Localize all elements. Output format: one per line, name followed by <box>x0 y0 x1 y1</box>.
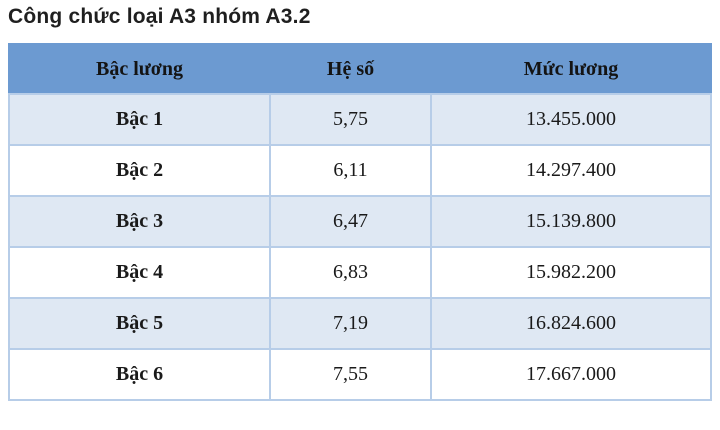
table-row: Bậc 6 7,55 17.667.000 <box>8 348 712 401</box>
table-row: Bậc 2 6,11 14.297.400 <box>8 144 712 197</box>
table-row: Bậc 3 6,47 15.139.800 <box>8 195 712 248</box>
coefficient-cell: 6,83 <box>269 246 432 299</box>
salary-cell: 13.455.000 <box>430 93 712 146</box>
salary-cell: 14.297.400 <box>430 144 712 197</box>
level-cell: Bậc 2 <box>8 144 271 197</box>
salary-cell: 17.667.000 <box>430 348 712 401</box>
level-cell: Bậc 1 <box>8 93 271 146</box>
column-header-he-so: Hệ số <box>269 43 432 95</box>
column-header-bac-luong: Bậc lương <box>8 43 271 95</box>
salary-cell: 16.824.600 <box>430 297 712 350</box>
table-header-row: Bậc lương Hệ số Mức lương <box>8 43 712 95</box>
level-cell: Bậc 3 <box>8 195 271 248</box>
coefficient-cell: 5,75 <box>269 93 432 146</box>
coefficient-cell: 7,55 <box>269 348 432 401</box>
table-row: Bậc 1 5,75 13.455.000 <box>8 93 712 146</box>
coefficient-cell: 7,19 <box>269 297 432 350</box>
page: { "page": { "title": "Công chức loại A3 … <box>0 4 720 430</box>
level-cell: Bậc 5 <box>8 297 271 350</box>
salary-cell: 15.139.800 <box>430 195 712 248</box>
page-title: Công chức loại A3 nhóm A3.2 <box>8 5 311 28</box>
coefficient-cell: 6,11 <box>269 144 432 197</box>
level-cell: Bậc 6 <box>8 348 271 401</box>
table-row: Bậc 4 6,83 15.982.200 <box>8 246 712 299</box>
level-cell: Bậc 4 <box>8 246 271 299</box>
table-row: Bậc 5 7,19 16.824.600 <box>8 297 712 350</box>
column-header-muc-luong: Mức lương <box>430 43 712 95</box>
salary-cell: 15.982.200 <box>430 246 712 299</box>
salary-table: Bậc lương Hệ số Mức lương Bậc 1 5,75 13.… <box>8 43 712 401</box>
coefficient-cell: 6,47 <box>269 195 432 248</box>
